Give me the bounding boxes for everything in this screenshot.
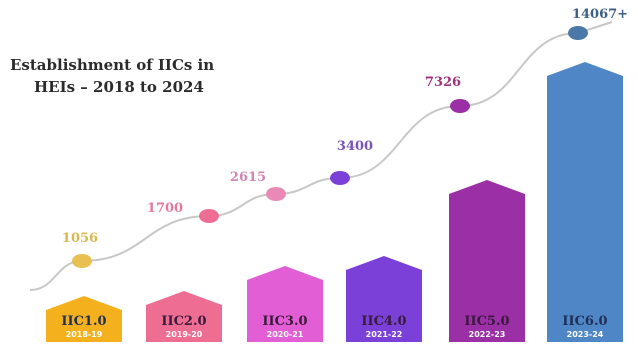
bar-label: IIC5.0 [464,314,509,329]
data-point-6 [568,26,588,40]
bar-shape [346,256,422,342]
bar-label: IIC4.0 [361,314,406,329]
bar-label: IIC3.0 [262,314,307,329]
data-point-label-3: 2615 [230,170,266,185]
data-point-1 [72,254,92,268]
bar-shape [46,296,122,342]
bar-shape [247,266,323,342]
data-point-label-5: 7326 [425,75,461,90]
data-point-3 [266,187,286,201]
bar-shape [449,180,525,342]
data-point-label-2: 1700 [147,201,183,216]
bar-label: IIC1.0 [61,314,106,329]
bar-year: 2018-19 [66,330,103,339]
bar-shape [146,291,222,342]
chart-title-line-2: HEIs – 2018 to 2024 [34,78,204,96]
bar-year: 2022-23 [469,330,506,339]
data-point-4 [330,171,350,185]
data-point-2 [199,209,219,223]
data-point-5 [450,99,470,113]
trend-line [29,21,613,291]
bar-label: IIC6.0 [562,314,607,329]
data-point-label-1: 1056 [62,231,98,246]
data-point-label-4: 3400 [337,139,373,154]
points-layer: 1056 1700 2615 3400 7326 14067+ [62,7,628,268]
bar-shape [547,62,623,342]
bar-label: IIC2.0 [161,314,206,329]
bar-year: 2023-24 [567,330,604,339]
bar-year: 2019-20 [166,330,203,339]
bar-year: 2020-21 [267,330,304,339]
data-point-label-6: 14067+ [572,7,628,22]
chart-title-line-1: Establishment of IICs in [10,56,214,74]
bar-year: 2021-22 [366,330,403,339]
bars-layer: IIC1.02018-19IIC2.02019-20IIC3.02020-21I… [46,62,623,342]
